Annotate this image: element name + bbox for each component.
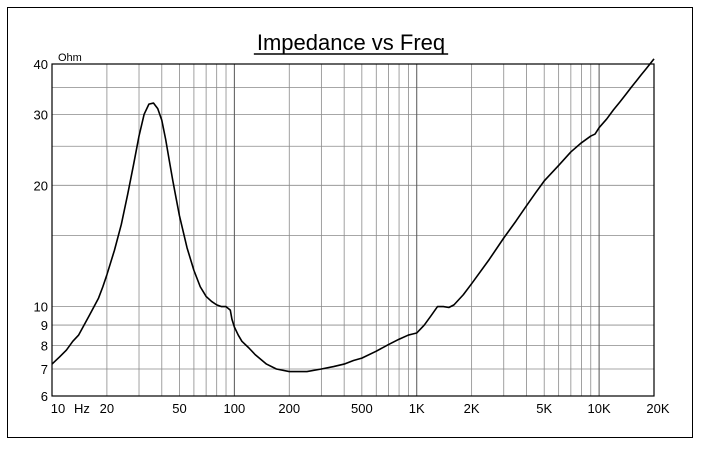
y-tick-label: 10 (34, 300, 48, 315)
chart-frame (7, 7, 693, 438)
y-tick-label: 7 (41, 362, 48, 377)
x-tick-label: 10 (51, 401, 65, 416)
x-tick-label: 50 (172, 401, 186, 416)
x-tick-label: 1K (409, 401, 425, 416)
x-tick-label: 200 (278, 401, 300, 416)
y-tick-label: 9 (41, 318, 48, 333)
plot-border (51, 63, 655, 397)
y-tick-label: 40 (34, 57, 48, 72)
x-tick-label: 5K (536, 401, 552, 416)
x-tick-label: 20K (646, 401, 669, 416)
x-axis-unit-label: Hz (74, 401, 90, 416)
impedance-curve (51, 58, 655, 373)
y-tick-labels: 6 7 8 9 10 20 30 40 (34, 57, 48, 404)
x-tick-label: 10K (588, 401, 611, 416)
grid-minor (52, 63, 655, 397)
x-tick-label: 2K (464, 401, 480, 416)
y-tick-label: 30 (34, 107, 48, 122)
x-tick-label: 20 (100, 401, 114, 416)
y-axis-unit-label: Ohm (58, 52, 82, 64)
x-tick-label: 100 (224, 401, 246, 416)
grid-major (51, 64, 600, 396)
x-tick-label: 500 (351, 401, 373, 416)
y-tick-label: 6 (41, 389, 48, 404)
x-tick-labels: 10 20 50 100 200 500 1K 2K 5K 10K 20K (51, 401, 670, 416)
series-layer (51, 58, 655, 373)
chart-title: Impedance vs Freq (257, 30, 445, 55)
y-tick-label: 20 (34, 178, 48, 193)
y-tick-label: 8 (41, 339, 48, 354)
